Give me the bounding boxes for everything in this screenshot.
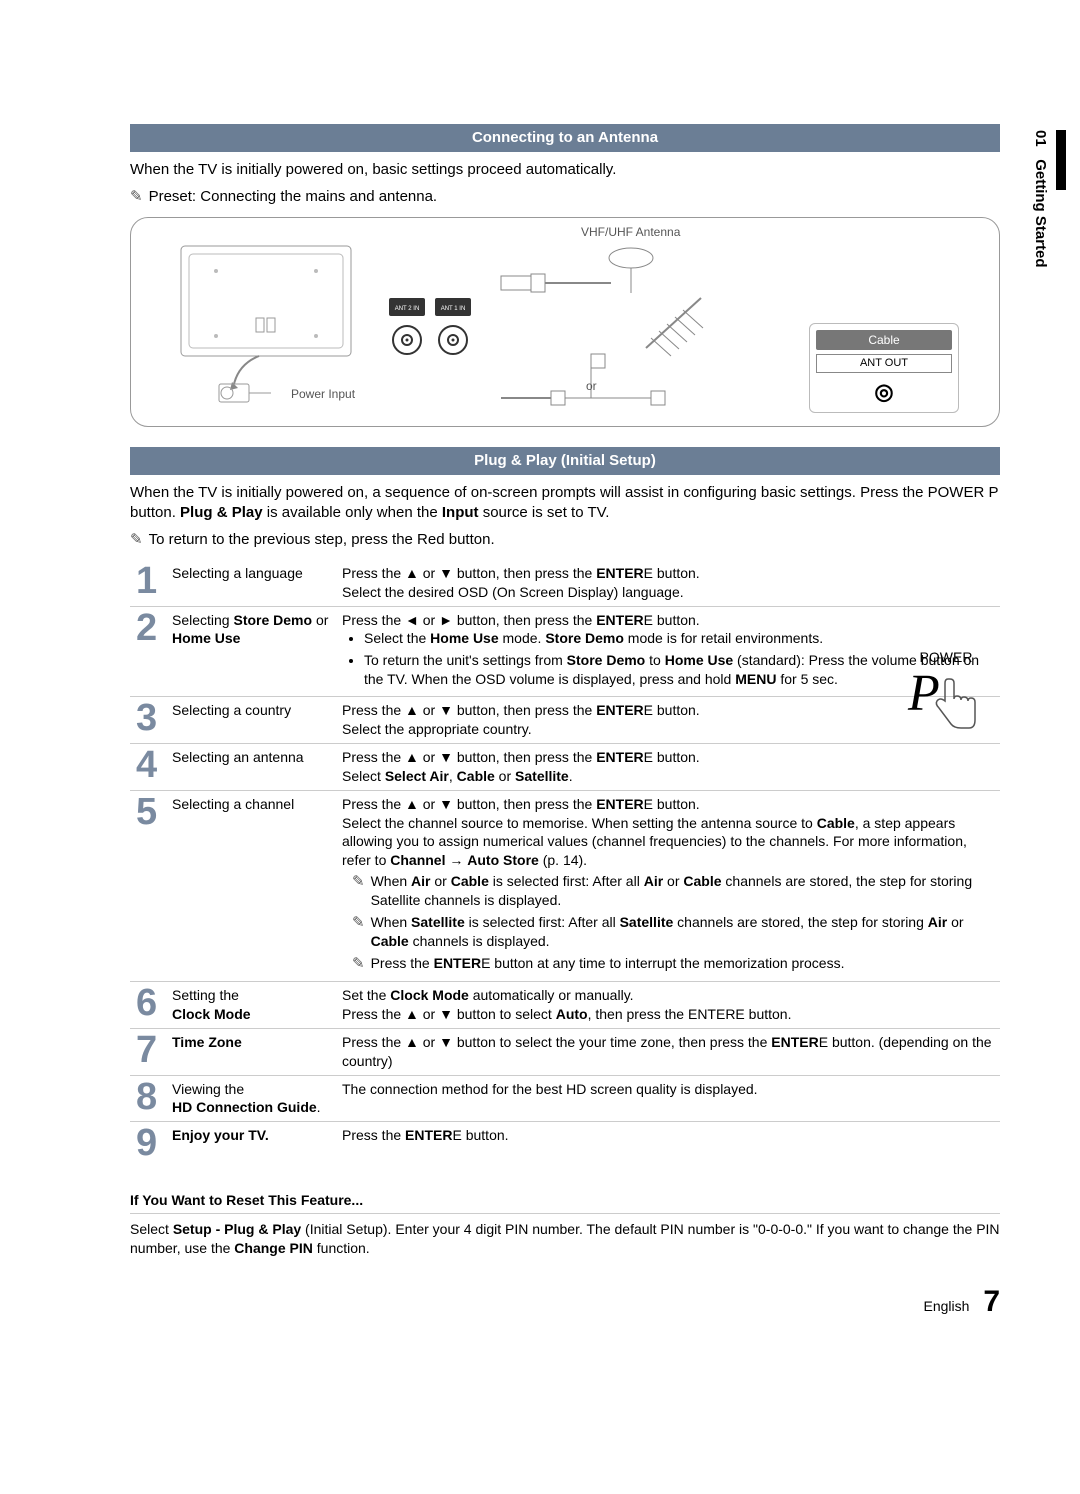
step-title: Setting theClock Mode xyxy=(166,982,336,1028)
reset-heading: If You Want to Reset This Feature... xyxy=(130,1191,1000,1210)
step-number: 5 xyxy=(130,791,166,982)
step-subnote: ✎When Air or Cable is selected first: Af… xyxy=(352,872,994,910)
pp-intro-1: When the TV is initially powered on, a s… xyxy=(130,484,928,501)
page-footer: English 7 xyxy=(130,1282,1000,1323)
section-header-plugplay: Plug & Play (Initial Setup) xyxy=(130,447,1000,475)
step-title: Selecting a language xyxy=(166,560,336,606)
manual-page: 01 Getting Started Connecting to an Ante… xyxy=(0,0,1080,1363)
step-body: Set the Clock Mode automatically or manu… xyxy=(336,982,1000,1028)
step-number: 3 xyxy=(130,697,166,743)
chapter-number: 01 xyxy=(1032,130,1049,147)
step-number: 2 xyxy=(130,607,166,697)
pp-intro-4: source is set to TV. xyxy=(483,504,610,521)
setup-steps-table: 1Selecting a languagePress the ▲ or ▼ bu… xyxy=(130,560,1000,1165)
step-title: Enjoy your TV. xyxy=(166,1122,336,1164)
ant-in-ports-icon: ANT 2 IN ANT 1 IN xyxy=(381,298,491,368)
step-number: 9 xyxy=(130,1122,166,1164)
step-row: 4Selecting an antennaPress the ▲ or ▼ bu… xyxy=(130,744,1000,790)
step-title: Selecting a country xyxy=(166,697,336,743)
antenna-note-text: Preset: Connecting the mains and antenna… xyxy=(149,187,438,207)
step-row: 5Selecting a channelPress the ▲ or ▼ but… xyxy=(130,791,1000,982)
pp-intro-3: is available only when the xyxy=(267,504,442,521)
step-title: Viewing theHD Connection Guide. xyxy=(166,1076,336,1122)
step-row: 7Time ZonePress the ▲ or ▼ button to sel… xyxy=(130,1029,1000,1075)
pressing-hand-icon xyxy=(934,673,984,733)
step-row: 9Enjoy your TV.Press the ENTERE button. xyxy=(130,1122,1000,1164)
step-row: 6Setting theClock ModeSet the Clock Mode… xyxy=(130,982,1000,1028)
chapter-tab: 01 Getting Started xyxy=(1030,130,1050,268)
pp-intro-b1: Plug & Play xyxy=(180,504,263,521)
note-icon: ✎ xyxy=(130,187,143,207)
antenna-diagram: Power Input ANT 2 IN ANT 1 IN xyxy=(130,217,1000,427)
step-number: 8 xyxy=(130,1076,166,1122)
step-number: 6 xyxy=(130,982,166,1028)
plugplay-note-text: To return to the previous step, press th… xyxy=(149,530,495,550)
ant-out-label: ANT OUT xyxy=(816,354,952,373)
step-body: Press the ENTERE button. xyxy=(336,1122,1000,1164)
cable-box: Cable ANT OUT ◎ xyxy=(809,323,959,414)
pp-intro-2: button. xyxy=(130,504,180,521)
step-body: Press the ▲ or ▼ button, then press the … xyxy=(336,791,1000,982)
step-number: 7 xyxy=(130,1029,166,1075)
chapter-tab-bar xyxy=(1056,130,1066,190)
antenna-note: ✎ Preset: Connecting the mains and anten… xyxy=(130,187,1000,207)
step-number: 4 xyxy=(130,744,166,790)
svg-text:ANT 2 IN: ANT 2 IN xyxy=(395,306,420,312)
page-number: 7 xyxy=(983,1285,1000,1318)
note-icon: ✎ xyxy=(352,913,365,933)
note-icon: ✎ xyxy=(352,954,365,974)
cable-box-title: Cable xyxy=(816,330,952,350)
svg-text:ANT 1 IN: ANT 1 IN xyxy=(441,306,466,312)
step-title: Selecting a channel xyxy=(166,791,336,982)
section-header-antenna: Connecting to an Antenna xyxy=(130,124,1000,152)
vhf-antenna-icon xyxy=(601,238,721,368)
note-icon: ✎ xyxy=(130,530,143,550)
step-title: Time Zone xyxy=(166,1029,336,1075)
step-row: 2Selecting Store Demo or Home UsePress t… xyxy=(130,607,1000,697)
power-input-label: Power Input xyxy=(291,386,355,402)
step-subnote: ✎When Satellite is selected first: After… xyxy=(352,913,994,951)
reset-body: Select Setup - Plug & Play (Initial Setu… xyxy=(130,1213,1000,1258)
step-body: Press the ▲ or ▼ button to select the yo… xyxy=(336,1029,1000,1075)
step-row: 8Viewing theHD Connection Guide.The conn… xyxy=(130,1076,1000,1122)
plugplay-note: ✎ To return to the previous step, press … xyxy=(130,530,1000,550)
chapter-title: Getting Started xyxy=(1032,159,1049,267)
antenna-intro: When the TV is initially powered on, bas… xyxy=(130,160,1000,180)
step-body: Press the ▲ or ▼ button, then press the … xyxy=(336,560,1000,606)
step-subnote: ✎Press the ENTERE button at any time to … xyxy=(352,954,994,974)
pp-intro-power: POWER xyxy=(928,484,985,501)
step-row: 1Selecting a languagePress the ▲ or ▼ bu… xyxy=(130,560,1000,606)
step-row: 3Selecting a countryPress the ▲ or ▼ but… xyxy=(130,697,1000,743)
step-title: Selecting Store Demo or Home Use xyxy=(166,607,336,697)
footer-language: English xyxy=(924,1298,970,1314)
remote-power-illustration: POWER P xyxy=(896,648,996,733)
note-icon: ✎ xyxy=(352,872,365,892)
tv-panel-icon xyxy=(171,236,381,406)
step-number: 1 xyxy=(130,560,166,606)
pp-intro-p: P xyxy=(988,484,998,501)
coax-jack-icon: ◎ xyxy=(816,377,952,407)
step-body: Press the ▲ or ▼ button, then press the … xyxy=(336,744,1000,790)
pp-intro-b2: Input xyxy=(442,504,479,521)
step-body: The connection method for the best HD sc… xyxy=(336,1076,1000,1122)
step-title: Selecting an antenna xyxy=(166,744,336,790)
plugplay-intro: When the TV is initially powered on, a s… xyxy=(130,483,1000,524)
or-label: or xyxy=(586,378,597,394)
